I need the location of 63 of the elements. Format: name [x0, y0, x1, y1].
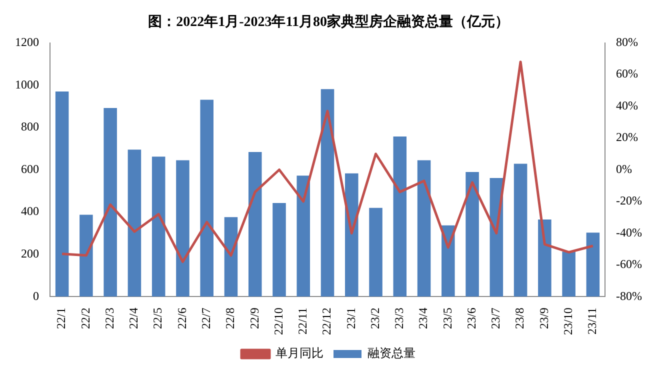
x-tick-label: 22/12 — [320, 308, 334, 336]
bar — [55, 91, 69, 297]
x-tick-label: 23/2 — [368, 308, 382, 330]
x-tick-label: 22/9 — [247, 308, 262, 330]
y-tick-label: 600 — [21, 162, 39, 176]
y2-tick-label: -80% — [616, 288, 642, 303]
bar — [296, 176, 310, 297]
bar — [562, 252, 576, 297]
y2-tick-label: 40% — [616, 98, 638, 112]
x-tick-label: 22/11 — [296, 308, 310, 335]
x-tick-label: 22/6 — [174, 308, 189, 330]
bar — [345, 173, 358, 297]
bar — [200, 100, 214, 297]
x-tick-label: 22/7 — [199, 308, 214, 330]
x-tick-label: 22/3 — [102, 308, 116, 330]
bar — [538, 219, 552, 297]
y2-tick-label: -60% — [616, 257, 642, 272]
bar — [369, 208, 382, 297]
bar — [466, 172, 479, 297]
bar — [128, 150, 142, 297]
bar — [417, 160, 431, 297]
y-tick-label: 0 — [33, 288, 39, 303]
y2-tick-label: -20% — [616, 194, 642, 208]
legend-label: 单月同比 — [276, 346, 324, 360]
bar — [80, 214, 93, 297]
chart-title: 图：2022年1月-2023年11月80家典型房企融资总量（亿元） — [148, 13, 509, 30]
x-tick-label: 22/8 — [223, 308, 238, 330]
x-tick-label: 22/10 — [271, 308, 286, 336]
x-tick-label: 23/8 — [512, 308, 527, 330]
bar — [586, 232, 600, 297]
bar — [248, 152, 262, 297]
bar — [272, 202, 286, 297]
x-tick-label: 22/2 — [78, 308, 92, 330]
x-tick-label: 23/6 — [464, 308, 478, 330]
x-tick-label: 23/7 — [488, 308, 503, 330]
y-tick-label: 1000 — [15, 77, 39, 92]
bar — [224, 217, 238, 297]
y2-tick-label: 20% — [616, 130, 638, 144]
x-tick-label: 22/4 — [126, 308, 141, 330]
y-tick-label: 800 — [21, 120, 39, 134]
x-tick-label: 23/10 — [560, 308, 575, 336]
x-tick-label: 23/9 — [536, 308, 551, 330]
y2-tick-label: 0% — [616, 162, 632, 176]
bar — [104, 108, 117, 297]
x-tick-label: 23/4 — [416, 308, 430, 330]
bar — [514, 164, 528, 297]
y-tick-label: 1200 — [15, 34, 39, 49]
y2-tick-label: 60% — [616, 66, 638, 81]
x-tick-label: 23/1 — [344, 308, 358, 330]
y2-tick-label: -40% — [616, 225, 642, 240]
bar — [320, 89, 334, 297]
bar — [152, 156, 166, 297]
bar — [176, 160, 190, 297]
y2-tick-label: 80% — [616, 34, 638, 49]
x-tick-label: 22/5 — [150, 308, 165, 330]
legend-label: 融资总量 — [368, 346, 416, 360]
x-tick-label: 23/3 — [392, 308, 406, 330]
bar — [393, 136, 407, 297]
x-tick-label: 23/5 — [440, 308, 454, 330]
y-tick-label: 400 — [21, 204, 39, 218]
y-tick-label: 200 — [21, 246, 39, 261]
x-tick-label: 22/1 — [54, 308, 68, 330]
x-tick-label: 23/11 — [585, 308, 600, 335]
